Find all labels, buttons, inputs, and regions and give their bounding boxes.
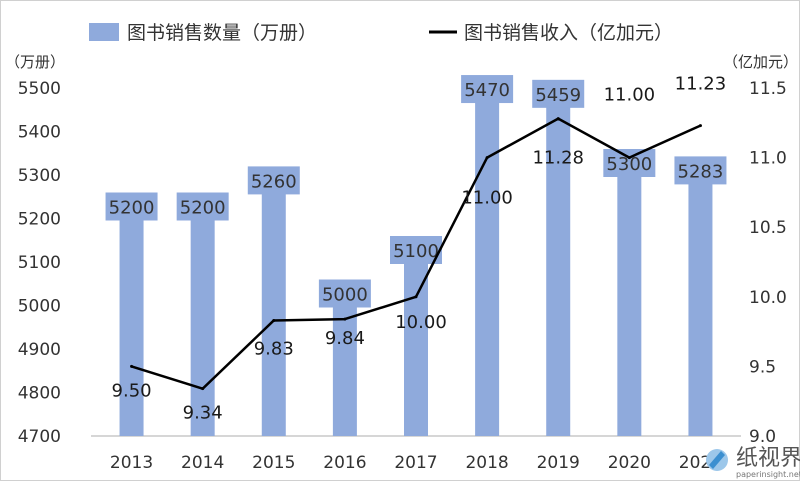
left-tick-label: 4800	[18, 384, 61, 404]
line-value-label: 10.00	[395, 312, 447, 333]
bar-label-box	[105, 192, 158, 221]
bar-value-label: 5200	[109, 198, 155, 219]
line-value-label: 11.28	[532, 148, 584, 169]
x-tick-label: 2020	[608, 453, 651, 473]
line-value-label: 9.34	[183, 403, 223, 424]
watermark-icon-mark	[709, 451, 725, 469]
left-tick-label: 5000	[18, 297, 61, 317]
line-value-label: 9.84	[325, 328, 365, 349]
revenue-point-2016	[343, 317, 347, 321]
bar-value-label: 5000	[322, 285, 368, 306]
bar-label-box	[247, 166, 300, 195]
legend-line-label: 图书销售收入（亿加元）	[464, 22, 673, 44]
line-value-label: 9.50	[112, 380, 152, 401]
revenue-point-2021	[698, 124, 702, 128]
bar-label-box	[532, 79, 585, 108]
bar-value-label: 5100	[393, 241, 439, 262]
right-tick-label: 9.0	[749, 427, 776, 447]
right-tick-label: 11.0	[749, 149, 787, 169]
revenue-point-2013	[130, 364, 134, 368]
left-tick-label: 5200	[18, 210, 61, 230]
right-tick-label: 10.0	[749, 288, 787, 308]
bar-value-label: 5283	[678, 161, 724, 182]
x-tick-label: 2016	[323, 453, 366, 473]
line-value-label: 11.23	[675, 74, 727, 95]
watermark-text: 纸视界	[736, 446, 800, 471]
x-tick-label: 2019	[537, 453, 580, 473]
line-value-label: 11.00	[461, 188, 513, 209]
revenue-point-2019	[556, 117, 560, 121]
watermark-url: paperinsight.net	[736, 470, 800, 479]
bar-value-label: 5459	[535, 85, 581, 106]
bar-label-box	[674, 156, 727, 185]
revenue-point-2015	[272, 318, 276, 322]
left-tick-label: 5100	[18, 253, 61, 273]
line-value-label: 11.00	[604, 85, 656, 106]
x-tick-label: 2013	[110, 453, 153, 473]
bar-value-label: 5300	[606, 154, 652, 175]
bar-2014	[190, 218, 215, 436]
bar-2016	[332, 305, 357, 436]
bar-2015	[261, 192, 286, 436]
right-tick-label: 9.5	[749, 357, 776, 377]
revenue-point-2017	[414, 295, 418, 299]
left-tick-label: 5300	[18, 166, 61, 186]
left-tick-label: 5400	[18, 123, 61, 143]
left-tick-label: 5500	[18, 79, 61, 99]
x-tick-label: 2014	[181, 453, 224, 473]
bar-value-label: 5470	[464, 80, 510, 101]
x-tick-label: 2017	[394, 453, 437, 473]
bar-2017	[404, 262, 428, 436]
legend-bar-swatch	[89, 23, 119, 41]
bar-2020	[617, 175, 642, 436]
left-tick-label: 4900	[18, 340, 61, 360]
bar-2019	[546, 105, 571, 437]
revenue-point-2018	[485, 156, 489, 160]
right-tick-label: 10.5	[749, 218, 787, 238]
line-value-label: 9.83	[254, 338, 294, 359]
left-axis-unit: （万册）	[5, 53, 65, 71]
bar-label-box	[390, 236, 442, 264]
bar-label-box	[318, 279, 371, 308]
x-tick-label: 2015	[252, 453, 295, 473]
bar-2013	[119, 218, 144, 436]
x-tick-label: 2018	[465, 453, 508, 473]
right-tick-label: 11.5	[749, 79, 787, 99]
bar-label-box	[461, 75, 514, 104]
bar-2021	[688, 182, 713, 436]
bar-label-box	[603, 149, 656, 177]
legend-bar-label: 图书销售数量（万册）	[127, 22, 317, 44]
bar-label-box	[176, 192, 229, 221]
left-tick-label: 4700	[18, 427, 61, 447]
right-axis-unit: （亿加元）	[723, 53, 798, 71]
bar-2018	[475, 101, 500, 437]
bar-value-label: 5260	[251, 171, 297, 192]
revenue-point-2020	[627, 156, 631, 160]
bar-value-label: 5200	[180, 198, 226, 219]
revenue-point-2014	[201, 387, 205, 391]
